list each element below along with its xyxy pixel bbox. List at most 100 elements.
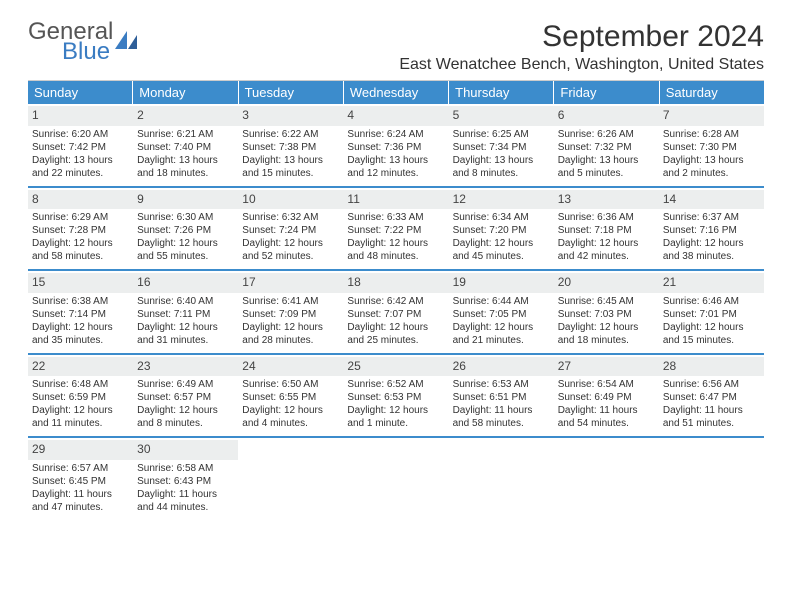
day-sunrise: Sunrise: 6:53 AM bbox=[453, 378, 550, 391]
day-daylight1: Daylight: 13 hours bbox=[663, 154, 760, 167]
day-sunset: Sunset: 6:45 PM bbox=[32, 475, 129, 488]
day-sunset: Sunset: 7:26 PM bbox=[137, 224, 234, 237]
day-sunset: Sunset: 7:34 PM bbox=[453, 141, 550, 154]
day-daylight1: Daylight: 12 hours bbox=[242, 321, 339, 334]
day-daylight1: Daylight: 11 hours bbox=[453, 404, 550, 417]
dow-header: Saturday bbox=[660, 81, 764, 104]
day-cell: 27Sunrise: 6:54 AMSunset: 6:49 PMDayligh… bbox=[554, 355, 659, 437]
day-sunset: Sunset: 7:38 PM bbox=[242, 141, 339, 154]
day-daylight2: and 38 minutes. bbox=[663, 250, 760, 263]
dow-header: Friday bbox=[554, 81, 659, 104]
day-sunrise: Sunrise: 6:24 AM bbox=[347, 128, 444, 141]
day-sunrise: Sunrise: 6:28 AM bbox=[663, 128, 760, 141]
page-header: General Blue September 2024 East Wenatch… bbox=[28, 20, 764, 74]
day-sunset: Sunset: 7:22 PM bbox=[347, 224, 444, 237]
day-number: 25 bbox=[343, 357, 448, 377]
day-cell: 9Sunrise: 6:30 AMSunset: 7:26 PMDaylight… bbox=[133, 188, 238, 270]
day-sunset: Sunset: 7:01 PM bbox=[663, 308, 760, 321]
day-daylight2: and 8 minutes. bbox=[453, 167, 550, 180]
day-cell: 8Sunrise: 6:29 AMSunset: 7:28 PMDaylight… bbox=[28, 188, 133, 270]
day-daylight2: and 18 minutes. bbox=[558, 334, 655, 347]
day-daylight2: and 25 minutes. bbox=[347, 334, 444, 347]
day-daylight1: Daylight: 12 hours bbox=[32, 237, 129, 250]
day-cell: 15Sunrise: 6:38 AMSunset: 7:14 PMDayligh… bbox=[28, 271, 133, 353]
day-daylight1: Daylight: 13 hours bbox=[558, 154, 655, 167]
day-number: 22 bbox=[28, 357, 133, 377]
day-cell: 26Sunrise: 6:53 AMSunset: 6:51 PMDayligh… bbox=[449, 355, 554, 437]
day-daylight1: Daylight: 11 hours bbox=[663, 404, 760, 417]
day-number: 5 bbox=[449, 106, 554, 126]
day-sunrise: Sunrise: 6:33 AM bbox=[347, 211, 444, 224]
day-daylight1: Daylight: 13 hours bbox=[137, 154, 234, 167]
day-cell: 6Sunrise: 6:26 AMSunset: 7:32 PMDaylight… bbox=[554, 104, 659, 186]
day-daylight2: and 11 minutes. bbox=[32, 417, 129, 430]
month-title: September 2024 bbox=[399, 20, 764, 54]
day-daylight1: Daylight: 12 hours bbox=[137, 321, 234, 334]
day-cell: 24Sunrise: 6:50 AMSunset: 6:55 PMDayligh… bbox=[238, 355, 343, 437]
day-daylight1: Daylight: 11 hours bbox=[137, 488, 234, 501]
day-number: 4 bbox=[343, 106, 448, 126]
day-sunset: Sunset: 7:30 PM bbox=[663, 141, 760, 154]
day-daylight2: and 28 minutes. bbox=[242, 334, 339, 347]
dow-header: Sunday bbox=[28, 81, 133, 104]
day-daylight2: and 15 minutes. bbox=[242, 167, 339, 180]
day-sunset: Sunset: 6:59 PM bbox=[32, 391, 129, 404]
brand-line2: Blue bbox=[62, 40, 113, 64]
day-cell: 22Sunrise: 6:48 AMSunset: 6:59 PMDayligh… bbox=[28, 355, 133, 437]
day-sunset: Sunset: 7:32 PM bbox=[558, 141, 655, 154]
day-number: 15 bbox=[28, 273, 133, 293]
day-sunset: Sunset: 6:55 PM bbox=[242, 391, 339, 404]
day-daylight2: and 22 minutes. bbox=[32, 167, 129, 180]
day-cell: 28Sunrise: 6:56 AMSunset: 6:47 PMDayligh… bbox=[659, 355, 764, 437]
day-cell: 4Sunrise: 6:24 AMSunset: 7:36 PMDaylight… bbox=[343, 104, 448, 186]
day-cell: 10Sunrise: 6:32 AMSunset: 7:24 PMDayligh… bbox=[238, 188, 343, 270]
day-cell: 3Sunrise: 6:22 AMSunset: 7:38 PMDaylight… bbox=[238, 104, 343, 186]
day-daylight2: and 4 minutes. bbox=[242, 417, 339, 430]
day-sunrise: Sunrise: 6:54 AM bbox=[558, 378, 655, 391]
day-daylight1: Daylight: 12 hours bbox=[453, 321, 550, 334]
day-sunset: Sunset: 7:18 PM bbox=[558, 224, 655, 237]
day-daylight1: Daylight: 12 hours bbox=[137, 237, 234, 250]
day-sunrise: Sunrise: 6:56 AM bbox=[663, 378, 760, 391]
week-row: 8Sunrise: 6:29 AMSunset: 7:28 PMDaylight… bbox=[28, 188, 764, 272]
day-daylight2: and 44 minutes. bbox=[137, 501, 234, 514]
day-number: 21 bbox=[659, 273, 764, 293]
calendar: SundayMondayTuesdayWednesdayThursdayFrid… bbox=[28, 80, 764, 520]
day-cell: 20Sunrise: 6:45 AMSunset: 7:03 PMDayligh… bbox=[554, 271, 659, 353]
day-sunrise: Sunrise: 6:49 AM bbox=[137, 378, 234, 391]
day-number: 16 bbox=[133, 273, 238, 293]
day-sunrise: Sunrise: 6:46 AM bbox=[663, 295, 760, 308]
day-number: 10 bbox=[238, 190, 343, 210]
day-cell: 13Sunrise: 6:36 AMSunset: 7:18 PMDayligh… bbox=[554, 188, 659, 270]
day-number: 28 bbox=[659, 357, 764, 377]
day-sunset: Sunset: 7:20 PM bbox=[453, 224, 550, 237]
day-daylight2: and 12 minutes. bbox=[347, 167, 444, 180]
day-sunset: Sunset: 6:57 PM bbox=[137, 391, 234, 404]
day-sunset: Sunset: 7:11 PM bbox=[137, 308, 234, 321]
day-daylight2: and 31 minutes. bbox=[137, 334, 234, 347]
day-daylight1: Daylight: 12 hours bbox=[663, 321, 760, 334]
day-sunrise: Sunrise: 6:48 AM bbox=[32, 378, 129, 391]
day-daylight2: and 55 minutes. bbox=[137, 250, 234, 263]
day-sunset: Sunset: 7:05 PM bbox=[453, 308, 550, 321]
day-sunset: Sunset: 6:51 PM bbox=[453, 391, 550, 404]
day-cell: 25Sunrise: 6:52 AMSunset: 6:53 PMDayligh… bbox=[343, 355, 448, 437]
dow-header: Wednesday bbox=[344, 81, 449, 104]
day-daylight1: Daylight: 11 hours bbox=[32, 488, 129, 501]
day-cell: 11Sunrise: 6:33 AMSunset: 7:22 PMDayligh… bbox=[343, 188, 448, 270]
dow-header: Thursday bbox=[449, 81, 554, 104]
day-sunrise: Sunrise: 6:44 AM bbox=[453, 295, 550, 308]
day-number: 14 bbox=[659, 190, 764, 210]
day-daylight1: Daylight: 13 hours bbox=[347, 154, 444, 167]
day-number: 26 bbox=[449, 357, 554, 377]
day-cell: 23Sunrise: 6:49 AMSunset: 6:57 PMDayligh… bbox=[133, 355, 238, 437]
day-cell: 18Sunrise: 6:42 AMSunset: 7:07 PMDayligh… bbox=[343, 271, 448, 353]
day-sunrise: Sunrise: 6:25 AM bbox=[453, 128, 550, 141]
day-sunrise: Sunrise: 6:34 AM bbox=[453, 211, 550, 224]
day-daylight2: and 51 minutes. bbox=[663, 417, 760, 430]
day-sunrise: Sunrise: 6:42 AM bbox=[347, 295, 444, 308]
weeks-container: 1Sunrise: 6:20 AMSunset: 7:42 PMDaylight… bbox=[28, 104, 764, 520]
day-sunrise: Sunrise: 6:41 AM bbox=[242, 295, 339, 308]
day-sunrise: Sunrise: 6:32 AM bbox=[242, 211, 339, 224]
day-daylight1: Daylight: 12 hours bbox=[453, 237, 550, 250]
